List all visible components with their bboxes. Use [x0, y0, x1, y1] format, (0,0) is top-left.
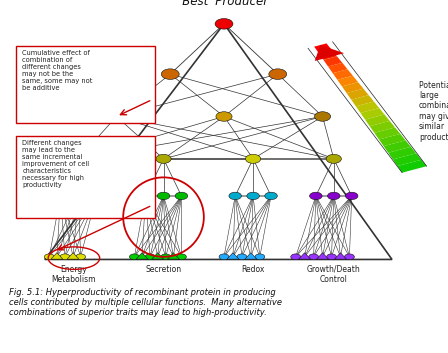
- Polygon shape: [393, 153, 422, 166]
- Polygon shape: [361, 108, 384, 120]
- Polygon shape: [51, 253, 63, 259]
- Polygon shape: [136, 253, 148, 259]
- Circle shape: [247, 192, 259, 200]
- Polygon shape: [152, 253, 164, 259]
- Circle shape: [175, 192, 188, 200]
- Circle shape: [327, 254, 336, 260]
- Polygon shape: [365, 114, 390, 126]
- Circle shape: [54, 192, 67, 200]
- Circle shape: [156, 154, 171, 163]
- Polygon shape: [335, 253, 346, 259]
- Circle shape: [76, 254, 86, 260]
- Polygon shape: [227, 253, 239, 259]
- Polygon shape: [328, 63, 348, 73]
- Circle shape: [139, 192, 152, 200]
- Polygon shape: [323, 56, 342, 66]
- Polygon shape: [67, 253, 79, 259]
- Circle shape: [246, 154, 261, 163]
- Text: Fig. 5.1: Hyperproductivity of recombinant protein in producing
cells contribute: Fig. 5.1: Hyperproductivity of recombina…: [9, 288, 282, 317]
- Circle shape: [215, 18, 233, 29]
- Circle shape: [229, 192, 241, 200]
- Polygon shape: [317, 253, 328, 259]
- Circle shape: [269, 69, 287, 79]
- Polygon shape: [388, 147, 416, 160]
- FancyBboxPatch shape: [16, 136, 155, 219]
- Circle shape: [129, 254, 139, 260]
- Polygon shape: [245, 253, 257, 259]
- FancyBboxPatch shape: [16, 46, 155, 123]
- Polygon shape: [379, 134, 405, 146]
- Text: Different changes
may lead to the
same incremental
improvement of cell
character: Different changes may lead to the same i…: [22, 140, 90, 188]
- Circle shape: [327, 192, 340, 200]
- Text: Growth/Death
Control: Growth/Death Control: [307, 265, 361, 284]
- Text: Cumulative effect of
combination of
different changes
may not be the
same, some : Cumulative effect of combination of diff…: [22, 50, 93, 91]
- Polygon shape: [319, 50, 337, 60]
- Circle shape: [309, 254, 319, 260]
- Polygon shape: [168, 253, 179, 259]
- Circle shape: [157, 192, 170, 200]
- Polygon shape: [351, 95, 374, 106]
- Circle shape: [216, 112, 232, 121]
- Circle shape: [72, 192, 85, 200]
- Polygon shape: [315, 45, 344, 61]
- Polygon shape: [314, 43, 332, 53]
- Circle shape: [90, 192, 103, 200]
- Polygon shape: [375, 127, 401, 139]
- Circle shape: [291, 254, 301, 260]
- Circle shape: [314, 112, 331, 121]
- Circle shape: [237, 254, 247, 260]
- Circle shape: [326, 154, 341, 163]
- Circle shape: [219, 254, 229, 260]
- Circle shape: [71, 154, 86, 163]
- Polygon shape: [342, 82, 363, 93]
- Circle shape: [161, 254, 171, 260]
- Text: Secretion: Secretion: [146, 265, 181, 274]
- Circle shape: [145, 254, 155, 260]
- Circle shape: [60, 254, 70, 260]
- Text: 'Best' Producer: 'Best' Producer: [180, 0, 268, 8]
- Polygon shape: [333, 69, 353, 80]
- Circle shape: [161, 69, 179, 79]
- Polygon shape: [337, 76, 358, 86]
- Circle shape: [108, 112, 125, 121]
- Circle shape: [310, 192, 322, 200]
- Polygon shape: [299, 253, 310, 259]
- Circle shape: [44, 254, 54, 260]
- Polygon shape: [347, 89, 369, 100]
- Text: Redox: Redox: [241, 265, 265, 274]
- Circle shape: [345, 192, 358, 200]
- Circle shape: [255, 254, 265, 260]
- Polygon shape: [383, 140, 411, 153]
- Text: Potentially a
large
combination
may give rise to
similar
productivity.: Potentially a large combination may give…: [419, 81, 448, 142]
- Text: Energy
Metabolism: Energy Metabolism: [52, 265, 96, 284]
- Polygon shape: [356, 102, 379, 113]
- Circle shape: [345, 254, 354, 260]
- Polygon shape: [370, 121, 395, 133]
- Circle shape: [265, 192, 277, 200]
- Circle shape: [177, 254, 186, 260]
- Polygon shape: [397, 160, 426, 173]
